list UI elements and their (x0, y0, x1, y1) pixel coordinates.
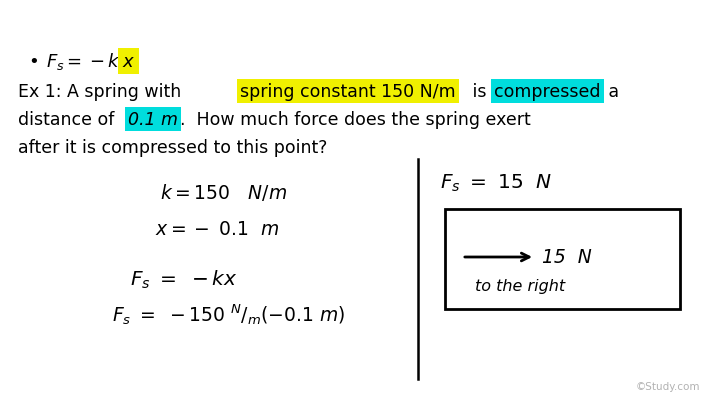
Text: compressed: compressed (494, 83, 601, 101)
Text: $F_s\ =\ -kx$: $F_s\ =\ -kx$ (130, 268, 237, 290)
Text: .  How much force does the spring exert: . How much force does the spring exert (180, 111, 531, 129)
Text: $F_s\ =\ 15 \ \ N$: $F_s\ =\ 15 \ \ N$ (440, 172, 553, 193)
Text: 0.1 m: 0.1 m (128, 111, 178, 129)
Text: 15  N: 15 N (542, 248, 592, 267)
Text: $F_s\ =\ -150\ ^{N}/_{m}(-0.1\ m)$: $F_s\ =\ -150\ ^{N}/_{m}(-0.1\ m)$ (112, 302, 345, 326)
Text: is: is (467, 83, 492, 101)
Text: $x$: $x$ (122, 53, 135, 71)
Text: distance of: distance of (18, 111, 114, 129)
Text: $k = 150 \ \ \ N/m$: $k = 150 \ \ \ N/m$ (160, 182, 287, 203)
Text: to the right: to the right (475, 279, 565, 294)
Text: a: a (603, 83, 619, 101)
Text: •: • (28, 53, 39, 71)
Text: ©Study.com: ©Study.com (636, 381, 700, 391)
Text: $F_s = -k$: $F_s = -k$ (46, 51, 121, 72)
Text: after it is compressed to this point?: after it is compressed to this point? (18, 139, 327, 157)
Text: Ex 1: A spring with: Ex 1: A spring with (18, 83, 181, 101)
Bar (445, 209, 680, 309)
Text: spring constant 150 N/m: spring constant 150 N/m (240, 83, 455, 101)
Text: $x = -\ 0.1 \ \ m$: $x = -\ 0.1 \ \ m$ (155, 220, 280, 239)
